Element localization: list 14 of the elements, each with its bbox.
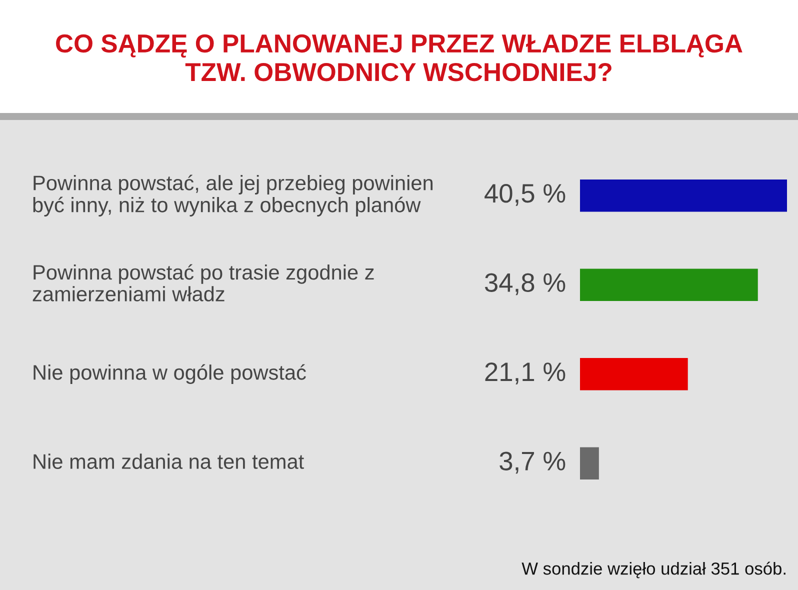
y-tick-label: Nie mam zdania na ten temat	[34, 454, 304, 469]
data-label: 3,7 %	[500, 452, 566, 474]
y-tick-label: Powinna powstać po trasie zgodnie z zamierzeniami władz	[32, 264, 374, 302]
data-label: 21,1 %	[485, 362, 566, 384]
chart-title: CO SĄDZĘ O PLANOWANEJ PRZEZ WŁADZE ELBLĄGA TZW. OBWODNICY WSCHODNIEJ?	[56, 34, 742, 82]
data-label: 40,5 %	[484, 184, 566, 206]
bar	[580, 180, 787, 212]
data-label: 34,8 %	[484, 273, 566, 296]
bar	[580, 358, 688, 390]
bar	[580, 268, 758, 301]
text: W sondzie wzięło udział 351 osób.	[522, 562, 786, 578]
y-tick-label: Nie powinna w ogóle powstać	[34, 364, 306, 384]
y-tick-label: Powinna powstać, ale jej przebieg powinien być inny, niż to wynika z obecnych planów	[33, 174, 433, 216]
bar	[580, 447, 599, 480]
